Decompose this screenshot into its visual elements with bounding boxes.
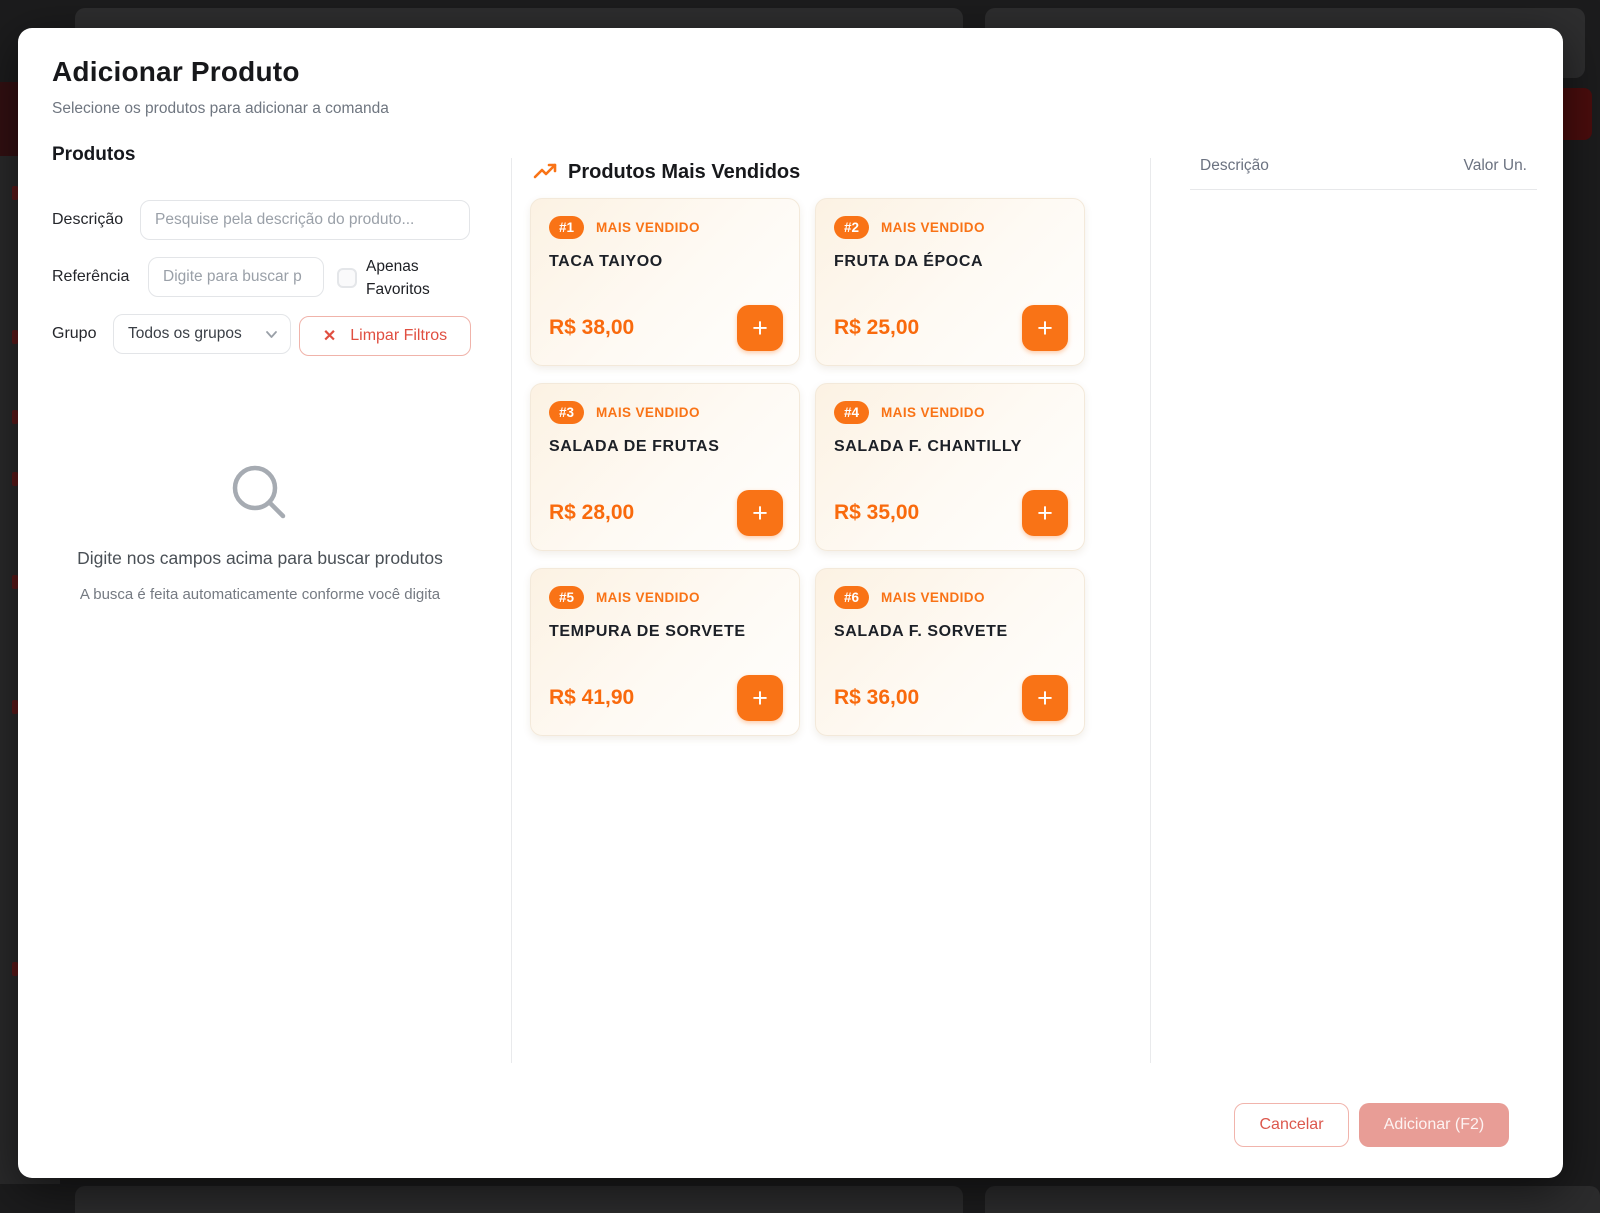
product-card-footer: R$ 25,00 + [834,305,1068,351]
best-seller-tag: MAIS VENDIDO [881,220,985,235]
product-name: FRUTA DA ÉPOCA [834,253,984,270]
product-price: R$ 35,00 [834,501,920,524]
favorites-only-checkbox[interactable] [337,268,357,288]
table-header-divider [1190,189,1537,190]
group-select-value: Todos os grupos [128,325,242,342]
best-seller-tag: MAIS VENDIDO [881,405,985,420]
add-product-button[interactable]: + [737,490,783,536]
description-label: Descrição [52,211,124,228]
product-card: #1 MAIS VENDIDO TACA TAIYOO R$ 38,00 + [530,198,800,366]
product-card-footer: R$ 41,90 + [549,675,783,721]
add-product-button[interactable]: + [1022,305,1068,351]
favorites-only-label[interactable]: Apenas Favoritos [366,258,430,298]
rank-badge: #1 [549,216,585,239]
best-seller-tag: MAIS VENDIDO [881,590,985,605]
product-card: #4 MAIS VENDIDO SALADA F. CHANTILLY R$ 3… [815,383,1085,551]
product-price: R$ 41,90 [549,686,635,709]
selected-products-table: Descrição Valor Un. [1190,157,1537,190]
background-sidebar-icon [12,330,18,344]
description-search-input[interactable] [140,200,470,240]
search-icon [232,465,286,519]
product-badges: #1 MAIS VENDIDO [549,216,781,239]
product-badges: #5 MAIS VENDIDO [549,586,781,609]
product-card-footer: R$ 36,00 + [834,675,1068,721]
column-unit-value: Valor Un. [1463,157,1527,174]
product-badges: #4 MAIS VENDIDO [834,401,1066,424]
add-product-button[interactable]: + [1022,675,1068,721]
background-panel [75,1186,963,1213]
product-card: #3 MAIS VENDIDO SALADA DE FRUTAS R$ 28,0… [530,383,800,551]
product-name: TEMPURA DE SORVETE [549,623,746,640]
product-name: SALADA F. SORVETE [834,623,1008,640]
product-card-footer: R$ 28,00 + [549,490,783,536]
column-description: Descrição [1200,157,1269,174]
background-sidebar-icon [12,575,18,589]
product-badges: #6 MAIS VENDIDO [834,586,1066,609]
panel-divider [1150,158,1151,1063]
product-card: #5 MAIS VENDIDO TEMPURA DE SORVETE R$ 41… [530,568,800,736]
product-card-footer: R$ 38,00 + [549,305,783,351]
add-product-button[interactable]: + [1022,490,1068,536]
product-name: SALADA DE FRUTAS [549,438,720,455]
group-label: Grupo [52,325,97,342]
best-seller-tag: MAIS VENDIDO [596,220,700,235]
add-product-button[interactable]: + [737,305,783,351]
background-panel [985,1186,1600,1213]
trending-up-icon [533,163,557,179]
background-sidebar-icon [12,472,18,486]
add-product-modal: Adicionar Produto Selecione os produtos … [18,28,1563,1178]
close-icon: ✕ [322,328,337,345]
background-sidebar-icon [12,962,18,976]
product-name: SALADA F. CHANTILLY [834,438,1022,455]
product-card: #2 MAIS VENDIDO FRUTA DA ÉPOCA R$ 25,00 … [815,198,1085,366]
clear-filters-button[interactable]: ✕ Limpar Filtros [299,316,471,356]
product-price: R$ 25,00 [834,316,920,339]
rank-badge: #5 [549,586,585,609]
clear-filters-label: Limpar Filtros [350,327,448,344]
add-product-button[interactable]: + [737,675,783,721]
product-price: R$ 36,00 [834,686,920,709]
rank-badge: #4 [834,401,870,424]
rank-badge: #3 [549,401,585,424]
product-card: #6 MAIS VENDIDO SALADA F. SORVETE R$ 36,… [815,568,1085,736]
product-name: TACA TAIYOO [549,253,663,270]
background-sidebar-icon [12,410,18,424]
chevron-down-icon [266,330,277,338]
background-sidebar-icon [12,186,18,200]
reference-label: Referência [52,268,130,285]
product-price: R$ 38,00 [549,316,635,339]
best-sellers-grid: #1 MAIS VENDIDO TACA TAIYOO R$ 38,00 + #… [530,198,1086,736]
modal-subtitle: Selecione os produtos para adicionar a c… [52,100,389,117]
selected-products-header-row: Descrição Valor Un. [1190,157,1537,189]
background-sidebar-icon [12,700,18,714]
best-seller-tag: MAIS VENDIDO [596,405,700,420]
products-section-heading: Produtos [52,144,136,165]
cancel-button[interactable]: Cancelar [1234,1103,1349,1147]
product-card-footer: R$ 35,00 + [834,490,1068,536]
product-badges: #2 MAIS VENDIDO [834,216,1066,239]
best-sellers-header: Produtos Mais Vendidos [533,160,800,184]
rank-badge: #2 [834,216,870,239]
empty-state-subtitle: A busca é feita automaticamente conforme… [79,586,441,603]
group-select[interactable]: Todos os grupos [113,314,291,354]
product-badges: #3 MAIS VENDIDO [549,401,781,424]
product-price: R$ 28,00 [549,501,635,524]
add-confirm-button[interactable]: Adicionar (F2) [1359,1103,1509,1147]
best-sellers-heading: Produtos Mais Vendidos [568,160,801,183]
modal-title: Adicionar Produto [52,56,300,87]
rank-badge: #6 [834,586,870,609]
empty-state-title: Digite nos campos acima para buscar prod… [77,548,443,568]
reference-search-input[interactable] [148,257,324,297]
panel-divider [511,158,512,1063]
best-seller-tag: MAIS VENDIDO [596,590,700,605]
